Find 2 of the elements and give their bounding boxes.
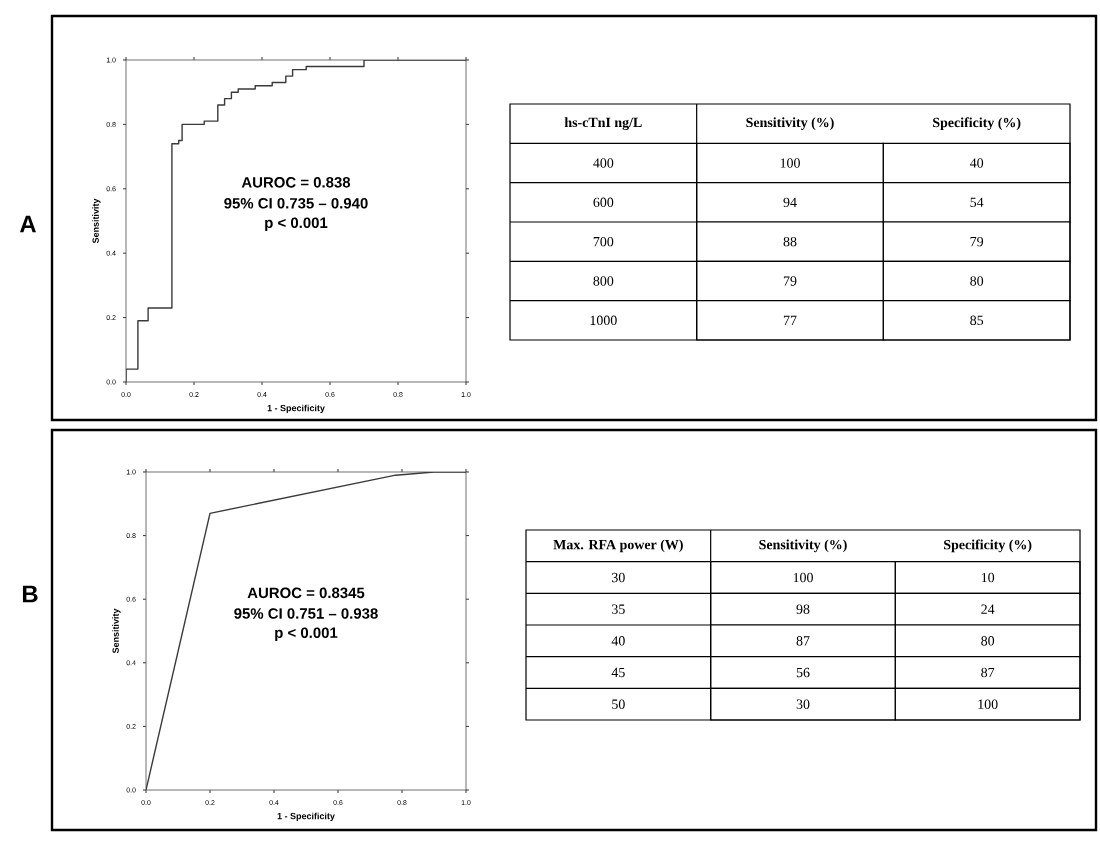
text: A (19, 215, 36, 233)
text: B (22, 585, 38, 603)
